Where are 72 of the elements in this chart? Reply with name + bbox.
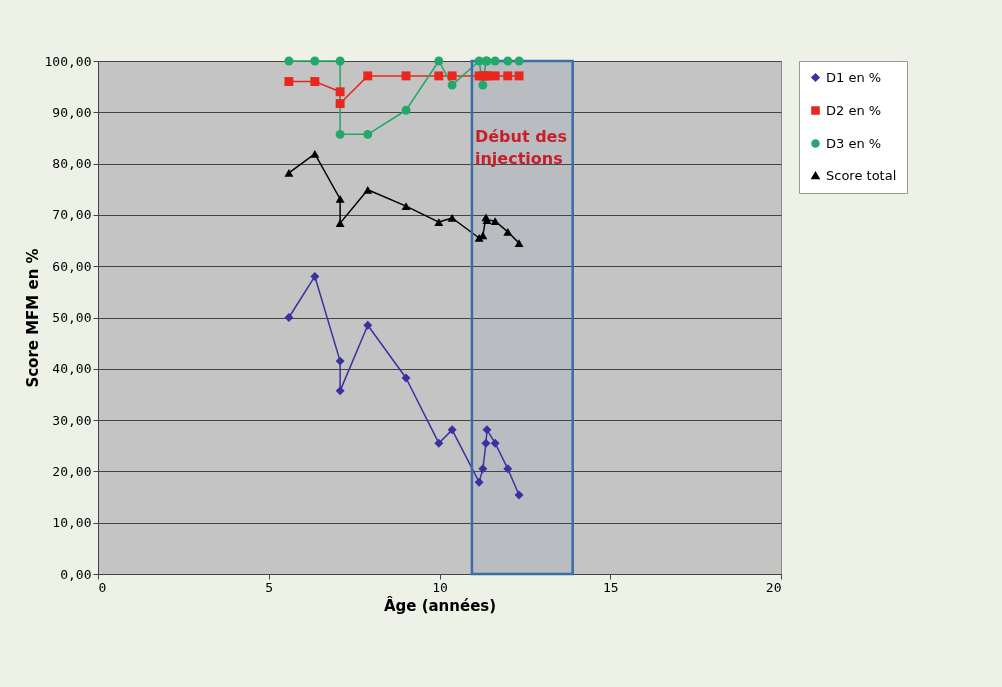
point bbox=[310, 77, 320, 86]
point bbox=[514, 490, 524, 500]
y-tick-label: 90,00 bbox=[52, 104, 92, 120]
point bbox=[490, 71, 500, 81]
point bbox=[490, 438, 500, 448]
point bbox=[514, 56, 524, 66]
y-tick-label: 40,00 bbox=[52, 361, 92, 377]
point bbox=[503, 71, 513, 81]
y-tick-label: 30,00 bbox=[52, 412, 92, 428]
point bbox=[434, 218, 444, 226]
y-tick-label: 0,00 bbox=[60, 566, 92, 582]
point bbox=[447, 71, 457, 81]
point bbox=[335, 219, 345, 227]
point bbox=[478, 80, 488, 90]
point bbox=[447, 214, 457, 222]
point bbox=[503, 227, 513, 236]
y-tick-label: 100,00 bbox=[44, 53, 92, 69]
x-tick-label: 0 bbox=[98, 579, 107, 595]
point bbox=[514, 71, 524, 81]
point bbox=[447, 80, 457, 90]
y-tick-label: 50,00 bbox=[52, 310, 92, 325]
y-axis-title: Score MFM en % bbox=[23, 248, 42, 388]
point bbox=[363, 185, 373, 194]
point bbox=[310, 56, 320, 66]
point bbox=[503, 464, 513, 474]
point bbox=[335, 386, 345, 396]
point bbox=[284, 77, 294, 86]
point bbox=[434, 438, 444, 448]
point bbox=[401, 373, 411, 383]
point bbox=[363, 71, 373, 81]
point bbox=[284, 56, 294, 66]
point bbox=[490, 217, 500, 225]
point bbox=[481, 438, 491, 448]
point bbox=[401, 202, 411, 211]
point bbox=[474, 477, 484, 487]
point bbox=[434, 56, 444, 66]
point bbox=[447, 425, 457, 435]
point bbox=[284, 313, 294, 322]
point bbox=[310, 149, 320, 158]
point bbox=[335, 195, 345, 203]
point bbox=[284, 168, 294, 177]
point bbox=[478, 464, 488, 474]
y-tick-label: 70,00 bbox=[52, 207, 92, 223]
point bbox=[434, 71, 444, 81]
x-tick-label: 15 bbox=[602, 579, 619, 595]
legend-label: D2 en % bbox=[826, 102, 882, 118]
point bbox=[490, 56, 500, 66]
legend-label: Score total bbox=[826, 167, 897, 183]
y-tick-label: 80,00 bbox=[52, 156, 92, 172]
point bbox=[363, 129, 373, 139]
point bbox=[363, 320, 373, 330]
y-tick-label: 10,00 bbox=[52, 515, 92, 531]
point bbox=[503, 56, 513, 66]
point bbox=[335, 129, 345, 139]
band-label: Début des injections bbox=[474, 127, 567, 168]
point bbox=[514, 239, 524, 247]
y-tick-label: 20,00 bbox=[52, 463, 92, 479]
y-tick-label: 60,00 bbox=[52, 258, 92, 274]
x-tick-label: 10 bbox=[432, 579, 448, 595]
x-tick-label: 20 bbox=[765, 579, 782, 595]
point bbox=[335, 87, 345, 97]
point bbox=[401, 105, 411, 115]
x-axis-title: Âge (années) bbox=[383, 595, 497, 615]
point bbox=[310, 271, 320, 281]
point bbox=[482, 425, 492, 435]
legend-label: D1 en % bbox=[826, 69, 882, 85]
point bbox=[335, 99, 345, 109]
x-tick-label: 5 bbox=[265, 579, 274, 595]
point bbox=[335, 356, 345, 366]
point bbox=[335, 56, 345, 66]
point bbox=[401, 71, 411, 81]
legend-label: D3 en % bbox=[826, 135, 882, 151]
